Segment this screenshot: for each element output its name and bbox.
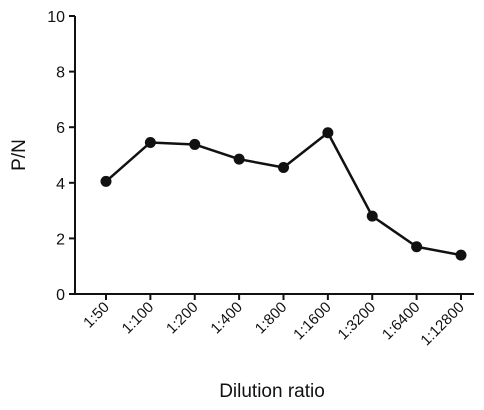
data-point [322, 127, 334, 139]
y-tick-label: 2 [56, 231, 65, 248]
y-tick-label: 4 [56, 176, 65, 193]
y-tick-label: 6 [56, 120, 65, 137]
x-tick-label: 1:400 [207, 299, 246, 338]
data-point [189, 138, 201, 150]
y-tick-label: 8 [56, 65, 65, 82]
x-tick-label: 1:100 [119, 299, 158, 338]
data-point [366, 210, 378, 222]
x-tick-label: 1:800 [252, 299, 291, 338]
data-point [233, 153, 245, 165]
x-tick-label: 1:200 [163, 299, 202, 338]
axes [74, 16, 474, 295]
y-axis-title: P/N [9, 139, 30, 171]
x-tick-label: 1:12800 [417, 299, 467, 349]
x-ticks: 1:50 1:100 1:200 1:400 1:800 1:1600 1:3200 1:64… [80, 294, 468, 349]
series-line [105, 131, 462, 257]
x-axis-title: Dilution ratio [219, 381, 325, 402]
y-ticks: 0 2 4 6 8 10 [47, 9, 75, 304]
x-tick-label: 1:50 [80, 299, 113, 332]
data-point [144, 136, 156, 148]
y-tick-label: 0 [56, 287, 65, 304]
x-tick-label: 1:3200 [335, 299, 379, 343]
series [100, 127, 467, 261]
x-tick-label: 1:1600 [290, 299, 334, 343]
data-point [455, 249, 467, 261]
data-point [411, 241, 423, 253]
y-tick-label: 10 [47, 9, 65, 26]
data-point [278, 162, 289, 174]
data-point [100, 175, 112, 187]
